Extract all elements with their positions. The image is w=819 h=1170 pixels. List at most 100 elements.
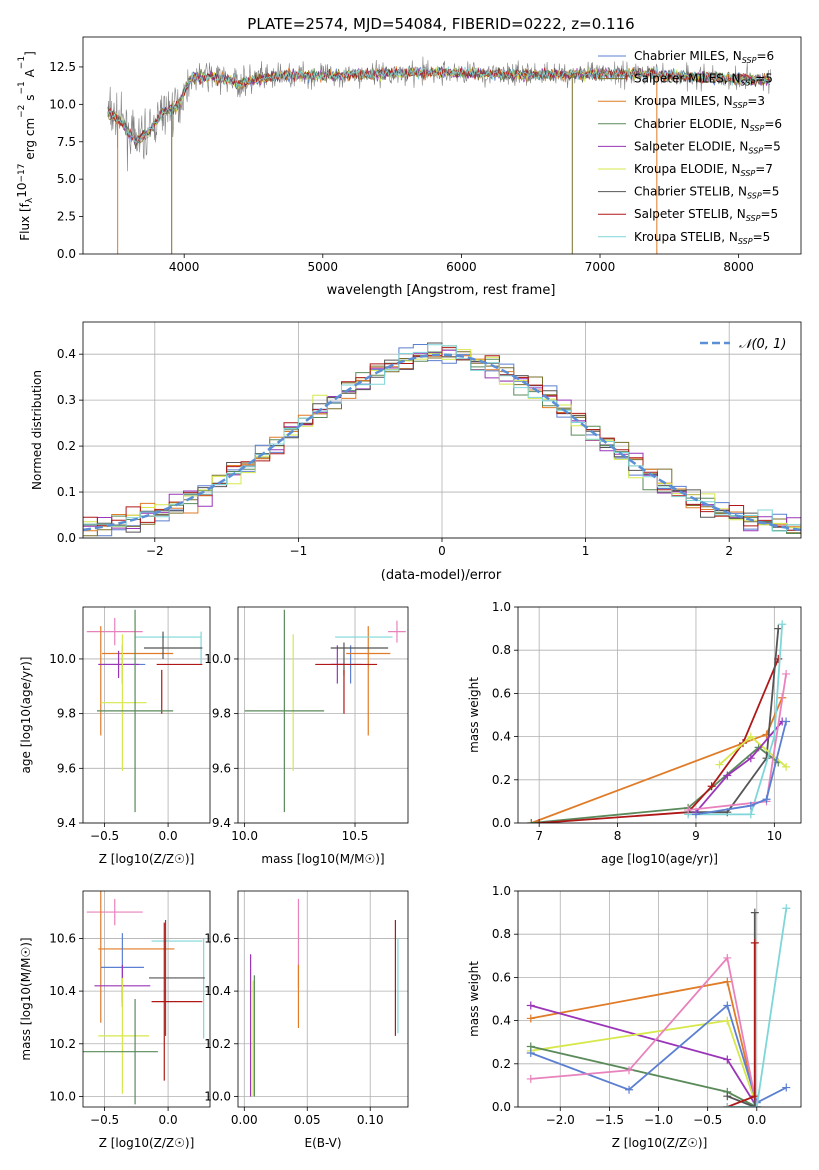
y-axis-label: mass weight: [467, 677, 481, 753]
x-axis-label: age [log10(age/yr)]: [601, 852, 718, 866]
panel-grid: [83, 891, 210, 1107]
y-axis-label-part: −1: [17, 81, 27, 94]
weight-series-line: [688, 624, 784, 816]
panel-frame: [82, 606, 211, 824]
y-tick-label: 0.4: [492, 730, 511, 744]
legend-label: Salpeter STELIB, NSSP=5: [634, 207, 778, 223]
x-tick-label: 7000: [585, 260, 616, 274]
x-tick-label: 10.5: [342, 829, 369, 843]
weight-marker: [750, 1092, 759, 1101]
legend-label-count: =7: [755, 162, 773, 176]
weight-marker: [750, 1103, 759, 1107]
legend-label-name: Chabrier MILES, N: [634, 49, 742, 63]
legend-label-sub: SSP: [741, 79, 756, 88]
weight-series-line: [695, 721, 787, 816]
x-tick-label: 10: [767, 829, 782, 843]
weight-marker: [782, 1083, 791, 1092]
x-axis-label: Z [log10(Z/Z☉)]: [612, 1136, 708, 1150]
x-axis-label: mass [log10(M/M☉)]: [261, 852, 384, 866]
weight-marker: [782, 669, 791, 678]
weight-marker: [746, 732, 755, 741]
y-tick-label: 9.6: [57, 761, 76, 775]
weight-marker: [526, 1049, 535, 1057]
y-tick-label: 5.0: [57, 172, 76, 186]
legend-label-sub: SSP: [738, 237, 753, 246]
x-tick-label: 0.10: [357, 1113, 384, 1127]
weight-marker: [526, 1001, 535, 1010]
normal-curve: [83, 353, 801, 532]
legend-label-count: =5: [760, 207, 778, 221]
legend-label-count: =5: [762, 185, 780, 199]
x-tick-label: 0.00: [231, 1113, 258, 1127]
weight-marker: [684, 806, 693, 815]
x-tick-label: −1.5: [595, 1113, 624, 1127]
legend-label: Salpeter MILES, NSSP=5: [634, 72, 773, 88]
panel-grid: [238, 891, 408, 1107]
weight-marker: [526, 1014, 535, 1023]
x-axis-label: E(B-V): [304, 1136, 341, 1150]
weight-marker: [746, 801, 755, 810]
panel-frame: [517, 606, 802, 824]
weight-marker: [762, 795, 771, 804]
y-axis-label: mass weight: [467, 961, 481, 1037]
weight-marker: [778, 620, 787, 629]
y-tick-label: 10.6: [49, 931, 76, 945]
y-tick-label: 10.0: [204, 652, 231, 666]
spectrum-legend: Chabrier MILES, NSSP=6 Salpeter MILES, NS…: [598, 49, 782, 246]
figure-title: PLATE=2574, MJD=54084, FIBERID=0222, z=0…: [247, 15, 634, 33]
x-tick-label: 0.0: [159, 1113, 178, 1127]
weight-marker: [723, 977, 732, 986]
panel-plot-area: [107, 56, 771, 254]
legend-label: 𝒩(0, 1): [739, 337, 786, 352]
y-axis-label-part: A: [23, 68, 37, 81]
y-tick-label: 0.4: [57, 347, 76, 361]
x-tick-label: −1: [290, 544, 308, 558]
x-tick-label: −0.5: [90, 1113, 119, 1127]
x-tick-label: 8000: [723, 260, 754, 274]
weight-marker: [723, 1055, 732, 1064]
x-tick-label: 2: [725, 544, 733, 558]
weight-marker: [723, 1001, 732, 1010]
y-tick-label: 0.3: [57, 393, 76, 407]
panel-frame: [517, 890, 802, 1108]
y-axis-label: mass [log10(M/M☉)]: [19, 937, 33, 1060]
legend-label-name: Salpeter STELIB, N: [634, 207, 746, 221]
y-tick-label: 0.8: [492, 927, 511, 941]
y-tick-label: 1.0: [492, 600, 511, 614]
histogram-step: [83, 347, 801, 535]
weight-marker: [723, 771, 732, 780]
y-tick-label: 10.0: [49, 1089, 76, 1103]
y-axis-label-part: −1: [17, 56, 27, 69]
weight-marker: [723, 1103, 732, 1107]
plot-layer: 4000 5000 6000 7000 80000.02.55.07.510.012.5…: [15, 36, 802, 1150]
weight-marker: [691, 810, 700, 819]
x-axis-label: Z [log10(Z/Z☉)]: [99, 852, 195, 866]
legend-label: Kroupa STELIB, NSSP=5: [634, 230, 770, 246]
x-tick-label: −2: [146, 544, 164, 558]
x-tick-label: −0.5: [90, 829, 119, 843]
weight-marker: [746, 810, 755, 819]
panel-frame: [237, 890, 409, 1108]
y-tick-label: 2.5: [57, 210, 76, 224]
panel-plot-area: [83, 891, 205, 1105]
y-tick-label: 0.2: [57, 439, 76, 453]
y-tick-label: 1.0: [492, 884, 511, 898]
legend-label-sub: SSP: [742, 56, 757, 65]
x-tick-label: 4000: [169, 260, 200, 274]
legend-label-sub: SSP: [741, 169, 756, 178]
weight-marker: [535, 819, 544, 823]
x-tick-label: 0.0: [747, 1113, 766, 1127]
y-axis-label: Normed distribution: [30, 370, 44, 490]
y-tick-label: 0.0: [492, 816, 511, 830]
y-tick-label: 10.0: [49, 652, 76, 666]
legend-label: Chabrier MILES, NSSP=6: [634, 49, 774, 65]
weight-marker: [723, 953, 732, 962]
x-tick-label: 6000: [446, 260, 477, 274]
weight-marker: [715, 760, 724, 769]
weight-marker: [526, 1074, 535, 1083]
panel-spectrum: 4000 5000 6000 7000 8000 0.0 2.5 5.0 7.5 10.0 12.5…: [15, 36, 802, 298]
weight-marker: [782, 904, 791, 913]
x-tick-label: −2.0: [546, 1113, 575, 1127]
legend-label-count: =3: [747, 94, 765, 108]
